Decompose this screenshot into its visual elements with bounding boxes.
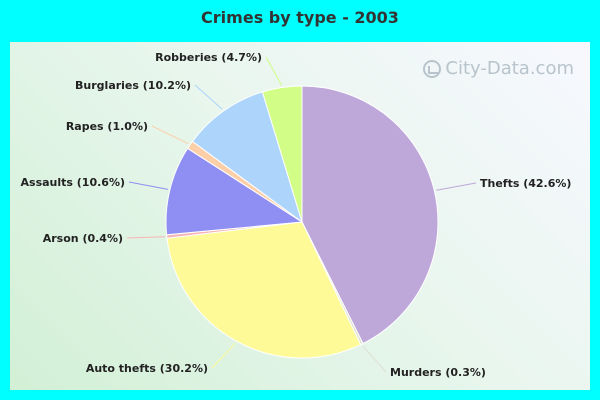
leader-line-robberies	[265, 56, 283, 86]
leader-line-murders	[362, 345, 387, 373]
leader-line-burglaries	[194, 84, 223, 110]
pie-chart: Thefts (42.6%) Murders (0.3%) Auto thefts …	[21, 51, 572, 379]
slice-label-auto-thefts: Auto thefts (30.2%)	[86, 362, 208, 375]
slice-label-burglaries: Burglaries (10.2%)	[75, 79, 191, 92]
chart-title: Crimes by type - 2003	[201, 8, 399, 27]
leader-line-auto-thefts	[211, 342, 236, 369]
pie-slice-robberies	[261, 85, 303, 223]
leader-line-assaults	[128, 181, 169, 190]
plot-area: City-Data.com Thefts (42.6%) Murders (0.3…	[10, 42, 590, 390]
slice-label-rapes: Rapes (1.0%)	[66, 120, 148, 133]
watermark: City-Data.com	[423, 58, 574, 79]
slice-label-assaults: Assaults (10.6%)	[21, 176, 125, 189]
slice-label-robberies: Robberies (4.7%)	[155, 51, 262, 64]
pie-slice-thefts	[301, 85, 439, 345]
pie-slice-burglaries	[191, 91, 303, 224]
pie-slice-auto-thefts	[166, 221, 362, 359]
watermark-text: City-Data.com	[445, 58, 574, 79]
leader-line-arson	[126, 236, 165, 239]
leader-line-thefts	[436, 182, 477, 191]
slice-label-murders: Murders (0.3%)	[390, 366, 486, 379]
city-data-logo-icon	[423, 59, 442, 78]
pie-slice-assaults	[165, 147, 304, 236]
slice-label-arson: Arson (0.4%)	[43, 232, 123, 245]
slice-label-thefts: Thefts (42.6%)	[480, 177, 571, 190]
leader-line-rapes	[151, 125, 189, 145]
